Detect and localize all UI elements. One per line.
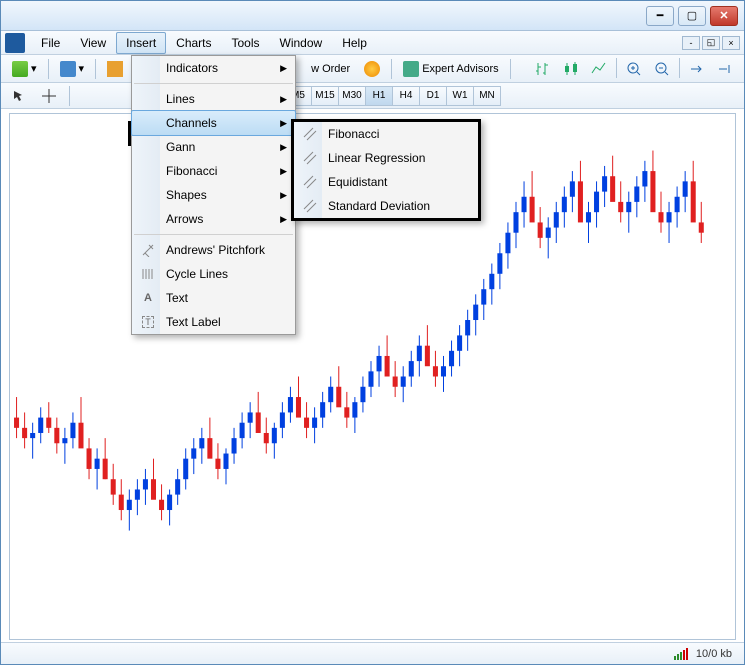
menu-item-icon [140,139,156,155]
expert-advisors-button[interactable]: Expert Advisors [398,58,503,80]
market-watch-button[interactable] [102,58,128,80]
insert-menu-dropdown: Indicators▶ Lines▶Channels▶Gann▶Fibonacci… [131,55,296,335]
profiles-button[interactable]: ▾ [55,58,90,80]
menu-item-icon [140,211,156,227]
cursor-button[interactable] [7,85,31,107]
menu-item-icon: A [140,290,156,306]
new-order-label: w Order [311,63,350,75]
minimize-button[interactable]: ━ [646,6,674,26]
menu-insert[interactable]: Insert [116,32,166,54]
menu-item-icon [140,187,156,203]
bar-chart-button[interactable] [530,58,556,80]
insert-menu-gann[interactable]: Gann▶ [132,135,295,159]
new-chart-button[interactable]: ▾ [7,58,42,80]
zoom-out-button[interactable] [649,58,675,80]
insert-menu-indicators[interactable]: Indicators▶ [132,56,295,80]
menu-item-icon [140,115,156,131]
menu-charts[interactable]: Charts [166,32,221,54]
line-chart-button[interactable] [586,58,612,80]
channels-fibonacci[interactable]: Fibonacci [294,122,478,146]
channels-equidistant[interactable]: Equidistant [294,170,478,194]
menu-item-icon [140,242,156,258]
connection-status: 10/0 kb [696,648,732,660]
insert-menu-cycle-lines[interactable]: Cycle Lines [132,262,295,286]
insert-menu-fibonacci[interactable]: Fibonacci▶ [132,159,295,183]
insert-menu-shapes[interactable]: Shapes▶ [132,183,295,207]
app-icon [5,33,25,53]
mdi-restore[interactable]: ◱ [702,36,720,50]
auto-scroll-button[interactable] [684,58,710,80]
mdi-minimize[interactable]: - [682,36,700,50]
statusbar: 10/0 kb [1,642,744,664]
mdi-close[interactable]: × [722,36,740,50]
menu-window[interactable]: Window [270,32,333,54]
crosshair-button[interactable] [37,85,61,107]
insert-menu-text-label[interactable]: TText Label [132,310,295,334]
channel-icon [302,150,318,166]
channel-icon [302,198,318,214]
autotrade-button[interactable] [359,58,385,80]
timeframe-M30[interactable]: M30 [338,86,366,106]
timeframe-H4[interactable]: H4 [392,86,420,106]
channel-icon [302,126,318,142]
channels-standard-deviation[interactable]: Standard Deviation [294,194,478,218]
new-order-button[interactable]: w Order [306,58,355,80]
mdi-controls: - ◱ × [682,36,740,50]
close-button[interactable]: ✕ [710,6,738,26]
timeframe-MN[interactable]: MN [473,86,501,106]
menu-help[interactable]: Help [332,32,377,54]
timeframe-H1[interactable]: H1 [365,86,393,106]
channels-submenu: FibonacciLinear RegressionEquidistantSta… [291,119,481,221]
insert-menu-text[interactable]: AText [132,286,295,310]
zoom-in-button[interactable] [621,58,647,80]
insert-menu-lines[interactable]: Lines▶ [132,87,295,111]
connection-bars-icon [674,648,688,660]
menu-item-icon [140,91,156,107]
toolbar-main: ▾ ▾ w Order Expert Advisors [1,55,744,83]
titlebar: ━ ▢ ✕ [1,1,744,31]
insert-menu-andrews-pitchfork[interactable]: Andrews' Pitchfork [132,238,295,262]
toolbar-drawing: M1M5M15M30H1H4D1W1MN [1,83,744,109]
menu-file[interactable]: File [31,32,70,54]
expert-advisors-label: Expert Advisors [422,63,498,75]
candle-chart-button[interactable] [558,58,584,80]
channel-icon [302,174,318,190]
chart-shift-button[interactable] [712,58,738,80]
maximize-button[interactable]: ▢ [678,6,706,26]
menu-tools[interactable]: Tools [222,32,270,54]
menu-item-icon: T [140,314,156,330]
insert-menu-arrows[interactable]: Arrows▶ [132,207,295,231]
channels-linear-regression[interactable]: Linear Regression [294,146,478,170]
timeframe-W1[interactable]: W1 [446,86,474,106]
timeframe-D1[interactable]: D1 [419,86,447,106]
timeframe-M15[interactable]: M15 [311,86,339,106]
menu-view[interactable]: View [70,32,116,54]
menu-item-icon [140,60,156,76]
insert-menu-channels[interactable]: Channels▶ [131,110,296,136]
menu-item-icon [140,266,156,282]
menubar: FileViewInsertChartsToolsWindowHelp - ◱ … [1,31,744,55]
menu-item-icon [140,163,156,179]
